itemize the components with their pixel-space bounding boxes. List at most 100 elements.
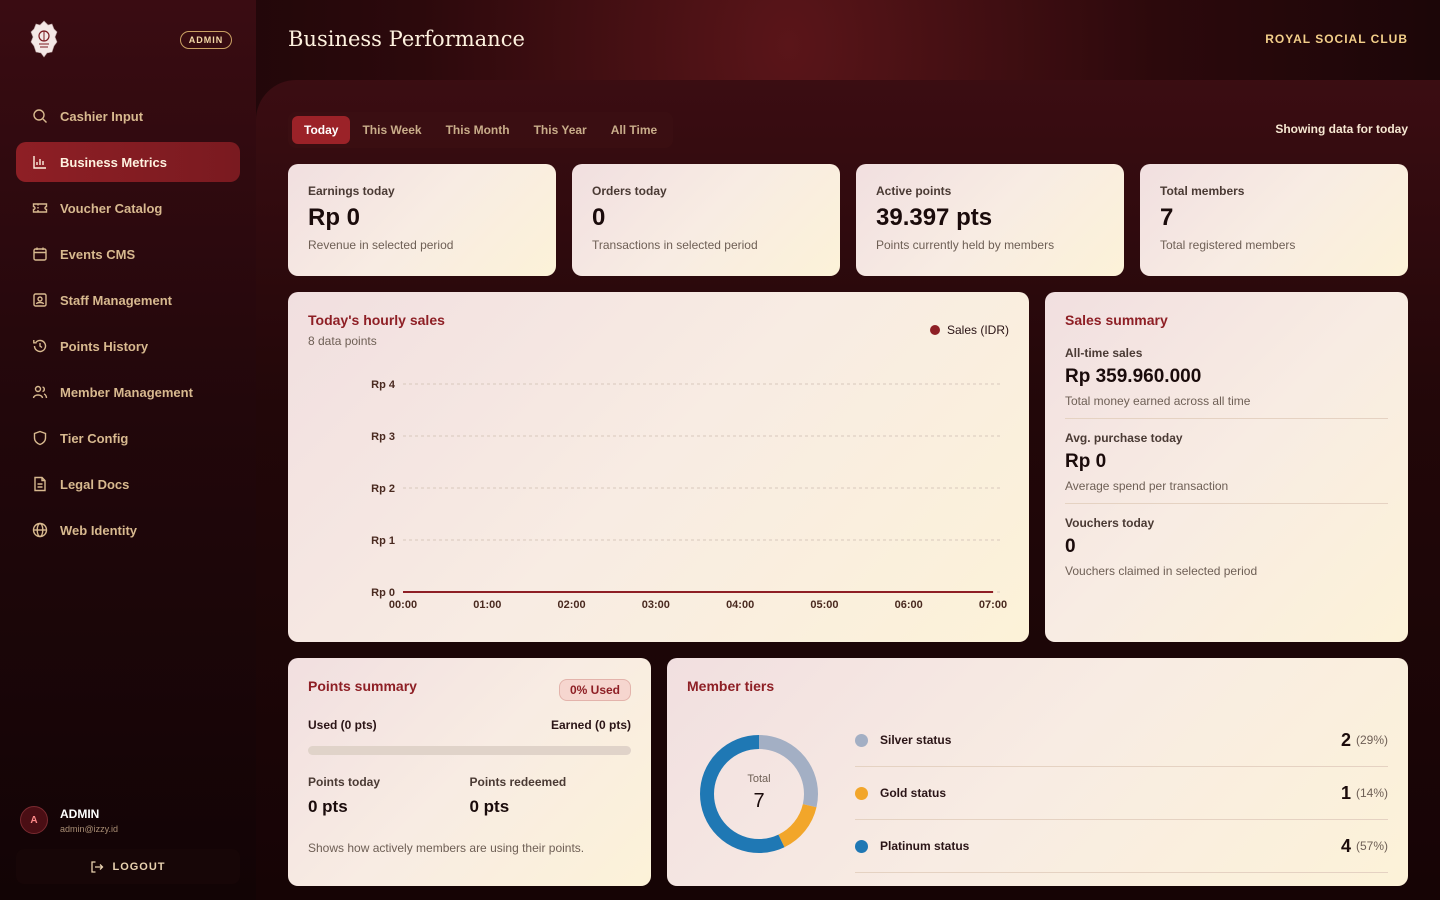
tier-row-platinum: Platinum status 4 (57%) [855,820,1388,873]
tier-count: 2 [1340,729,1351,750]
stat-label: Total members [1160,184,1245,198]
tier-row-gold: Gold status 1 (14%) [855,767,1388,820]
tab-this-week[interactable]: This Week [362,123,422,137]
sales-summary-title: Sales summary [1065,312,1168,328]
tier-list: Silver status 2 (29%) Gold status 1 (14%… [855,714,1388,873]
points-summary-card: Points summary 0% Used Used (0 pts) Earn… [288,658,651,886]
sidebar-item-voucher-catalog[interactable]: Voucher Catalog [16,188,240,228]
stat-value: Rp 0 [308,204,361,231]
gold-dot-icon [855,786,868,800]
stat-sub: Transactions in selected period [592,238,758,252]
chart-subtitle: 8 data points [308,334,377,348]
x-tick-label: 04:00 [726,599,754,611]
page-title: Business Performance [288,27,525,51]
points-note: Shows how actively members are using the… [308,841,585,855]
summary-label: Vouchers today [1065,516,1155,530]
stat-value: 0 [592,204,606,231]
tier-name: Gold status [880,786,947,800]
sidebar-item-label: Member Management [60,384,193,400]
sidebar-item-cashier-input[interactable]: Cashier Input [16,96,240,136]
stat-value: 7 [1160,204,1174,231]
avatar: A [20,806,48,834]
role-badge: ADMIN [180,31,232,49]
sidebar-item-label: Voucher Catalog [60,200,163,216]
donut-total-label: Total [747,773,771,785]
tab-this-year[interactable]: This Year [533,123,587,137]
points-today-label: Points today [308,775,381,789]
donut-total-value: 7 [753,790,765,812]
tier-percent: (29%) [1355,733,1388,747]
y-tick-label: Rp 2 [371,483,395,495]
sidebar-item-member-management[interactable]: Member Management [16,372,240,412]
stat-sub: Total registered members [1160,238,1296,252]
logout-button[interactable]: LOGOUT [16,849,240,884]
y-tick-label: Rp 3 [371,431,395,443]
hourly-sales-chart: Rp 0 Rp 1 Rp 2 Rp 3 Rp 4 00:00 01:00 02:00 03:00… [371,379,1007,611]
sidebar-item-legal-docs[interactable]: Legal Docs [16,464,240,504]
hourly-sales-card: Rp 0 Rp 1 Rp 2 Rp 3 Rp 4 00:00 01:00 02:00 03:00… [288,292,1029,642]
summary-sub: Average spend per transaction [1065,479,1229,493]
tab-this-month[interactable]: This Month [445,123,510,137]
tab-today[interactable]: Today [292,116,351,144]
donut-slice-platinum [700,735,818,853]
summary-vouchers-today: Vouchers today 0 Vouchers claimed in sel… [1065,504,1388,588]
user-profile: A ADMIN admin@izzy.id [20,806,118,834]
points-redeemed: Points redeemed 0 pts [470,775,632,817]
points-redeemed-label: Points redeemed [469,775,567,789]
tier-row-silver: Silver status 2 (29%) [855,714,1388,767]
ticket-icon [32,203,48,213]
sidebar-item-label: Web Identity [60,522,138,538]
x-tick-label: 06:00 [895,599,923,611]
tab-all-time[interactable]: All Time [610,123,658,137]
stat-card-total-members: Total members 7 Total registered members [1140,164,1408,276]
sidebar-item-label: Points History [60,338,149,354]
sidebar-item-tier-config[interactable]: Tier Config [16,418,240,458]
points-used-badge: 0% Used [558,679,631,701]
stat-label: Orders today [592,184,667,198]
summary-value: 0 [1065,536,1076,557]
sidebar-item-web-identity[interactable]: Web Identity [16,510,240,550]
chart-title: Today's hourly sales [308,312,445,328]
period-status-text: Showing data for today [1275,122,1408,136]
summary-label: All-time sales [1065,346,1143,360]
stat-card-earnings: Earnings today Rp 0 Revenue in selected … [288,164,556,276]
sidebar-item-label: Cashier Input [60,108,144,124]
sidebar-item-events-cms[interactable]: Events CMS [16,234,240,274]
tier-name: Silver status [880,733,952,747]
users-icon [32,385,48,399]
period-tabs: Today This Week This Month This Year All… [288,112,674,148]
summary-value: Rp 359.960.000 [1065,366,1202,387]
summary-sub: Total money earned across all time [1065,394,1251,408]
x-tick-label: 02:00 [558,599,586,611]
y-tick-label: Rp 0 [371,587,395,599]
legend-swatch [929,325,940,335]
summary-label: Avg. purchase today [1065,431,1183,445]
member-tiers-title: Member tiers [687,678,775,694]
sidebar: ADMIN Cashier Input Business Metrics Vou… [0,0,256,900]
stat-label: Active points [876,184,952,198]
sidebar-nav: Cashier Input Business Metrics Voucher C… [16,96,240,556]
member-tiers-card: Member tiers Total 7 Silver status 2 (29… [667,658,1408,886]
x-tick-label: 07:00 [979,599,1007,611]
points-used-label: Used (0 pts) [308,718,377,732]
member-tiers-donut [700,735,818,853]
sidebar-item-label: Legal Docs [60,476,130,492]
points-usage-bar [308,746,631,755]
calendar-icon [33,247,47,261]
stat-card-active-points: Active points 39.397 pts Points currentl… [856,164,1124,276]
summary-sub: Vouchers claimed in selected period [1065,564,1258,578]
y-tick-label: Rp 4 [371,379,396,391]
x-tick-label: 05:00 [810,599,838,611]
brand-name: ROYAL SOCIAL CLUB [1265,32,1408,46]
silver-dot-icon [855,733,868,747]
points-today-value: 0 pts [308,797,348,816]
stat-card-orders: Orders today 0 Transactions in selected … [572,164,840,276]
chart-legend: Sales (IDR) [929,323,1009,337]
sidebar-item-label: Tier Config [60,430,129,446]
globe-icon [32,522,48,538]
legend-label: Sales (IDR) [946,323,1009,337]
sidebar-item-business-metrics[interactable]: Business Metrics [16,142,240,182]
search-icon [33,109,47,123]
sidebar-item-staff-management[interactable]: Staff Management [16,280,240,320]
sidebar-item-points-history[interactable]: Points History [16,326,240,366]
